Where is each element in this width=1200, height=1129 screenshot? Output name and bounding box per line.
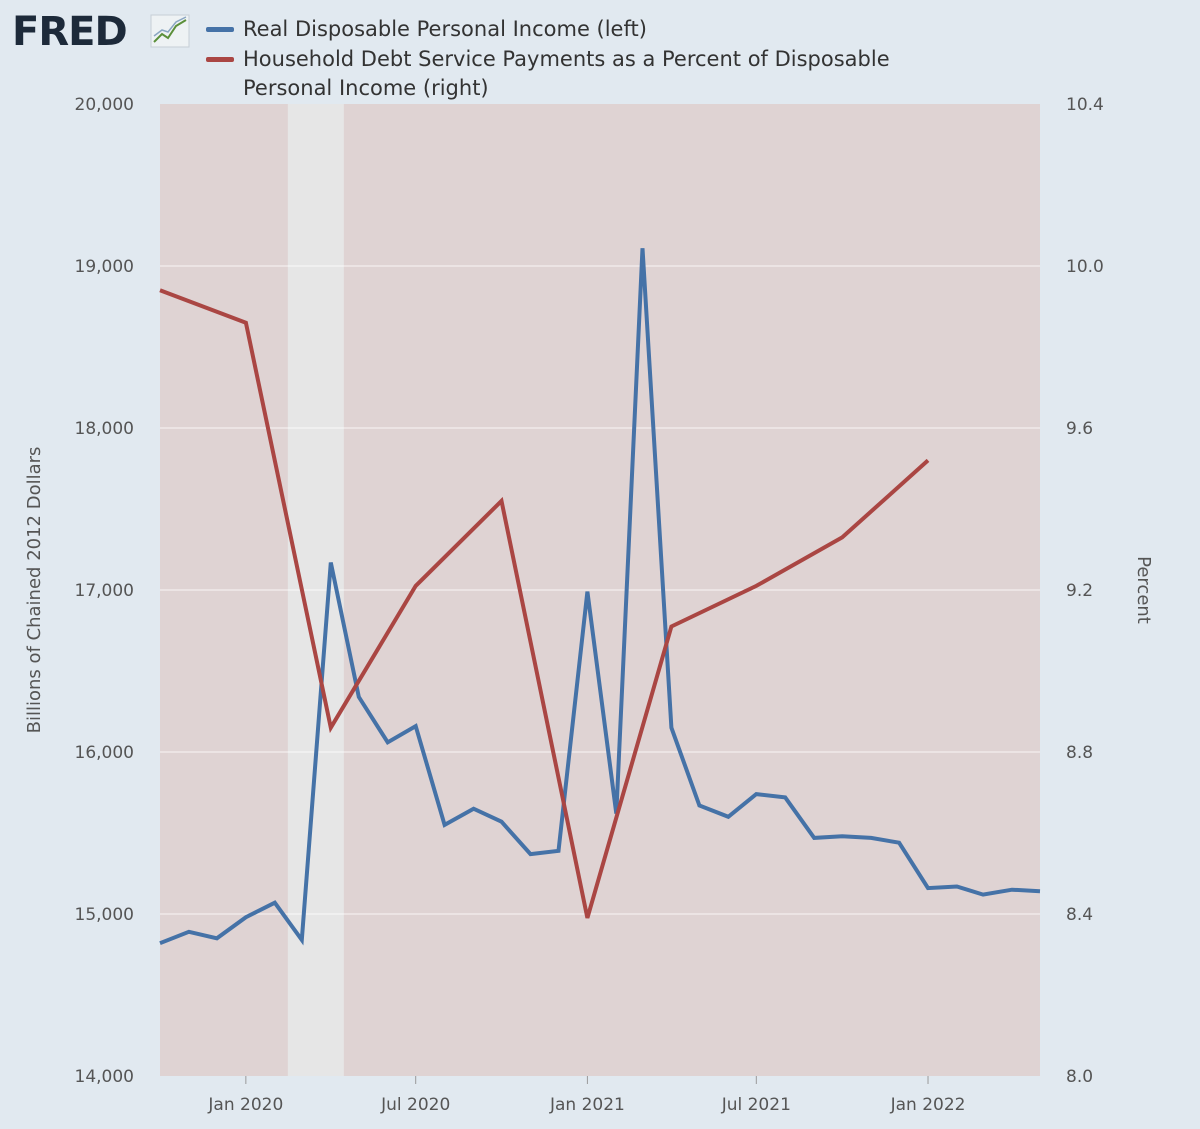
right-axis-title: Percent bbox=[1133, 556, 1154, 624]
left-tick-label: 14,000 bbox=[75, 1067, 134, 1087]
series-line-income bbox=[159, 248, 1041, 946]
x-tick-label: Jan 2022 bbox=[890, 1095, 966, 1115]
left-tick-label: 19,000 bbox=[75, 257, 134, 277]
chart-header: FRED Real Disposable Personal Income (le… bbox=[0, 0, 1200, 104]
right-tick-label: 8.4 bbox=[1066, 905, 1093, 925]
right-tick-label: 8.0 bbox=[1066, 1067, 1093, 1087]
left-tick-label: 20,000 bbox=[75, 95, 134, 115]
right-tick-label: 9.2 bbox=[1066, 581, 1093, 601]
legend-entry-income: Real Disposable Personal Income (left) bbox=[243, 17, 647, 41]
x-tick-label: Jul 2020 bbox=[380, 1095, 450, 1115]
legend-swatch-blue bbox=[206, 27, 234, 32]
series-line-debt-service bbox=[159, 288, 930, 919]
gridlines bbox=[160, 265, 1040, 915]
legend-entry-debt-service: Household Debt Service Payments as a Per… bbox=[243, 47, 890, 100]
left-axis-title: Billions of Chained 2012 Dollars bbox=[24, 447, 45, 734]
left-tick-label: 16,000 bbox=[75, 743, 134, 763]
right-tick-label: 9.6 bbox=[1066, 419, 1093, 439]
x-tick-label: Jan 2020 bbox=[207, 1095, 283, 1115]
left-tick-label: 18,000 bbox=[75, 419, 134, 439]
x-tick-label: Jan 2021 bbox=[549, 1095, 625, 1115]
right-tick-label: 10.0 bbox=[1066, 257, 1104, 277]
fred-logo: FRED bbox=[12, 9, 128, 55]
left-tick-label: 17,000 bbox=[75, 581, 134, 601]
left-axis-ticks: 14,000 15,000 16,000 17,000 18,000 19,000 20,0… bbox=[75, 95, 134, 1087]
line-chart-icon bbox=[150, 14, 190, 48]
right-axis-ticks: 8.0 8.4 8.8 9.2 9.6 10.0 10.4 bbox=[1066, 95, 1104, 1087]
legend-swatch-red bbox=[206, 57, 234, 62]
x-axis-ticks: Jan 2020 Jul 2020 Jan 2021 Jul 2021 Jan 2022 bbox=[207, 1076, 965, 1115]
left-tick-label: 15,000 bbox=[75, 905, 134, 925]
right-tick-label: 10.4 bbox=[1066, 95, 1104, 115]
series-layer bbox=[159, 248, 1041, 946]
right-tick-label: 8.8 bbox=[1066, 743, 1093, 763]
x-tick-label: Jul 2021 bbox=[721, 1095, 791, 1115]
